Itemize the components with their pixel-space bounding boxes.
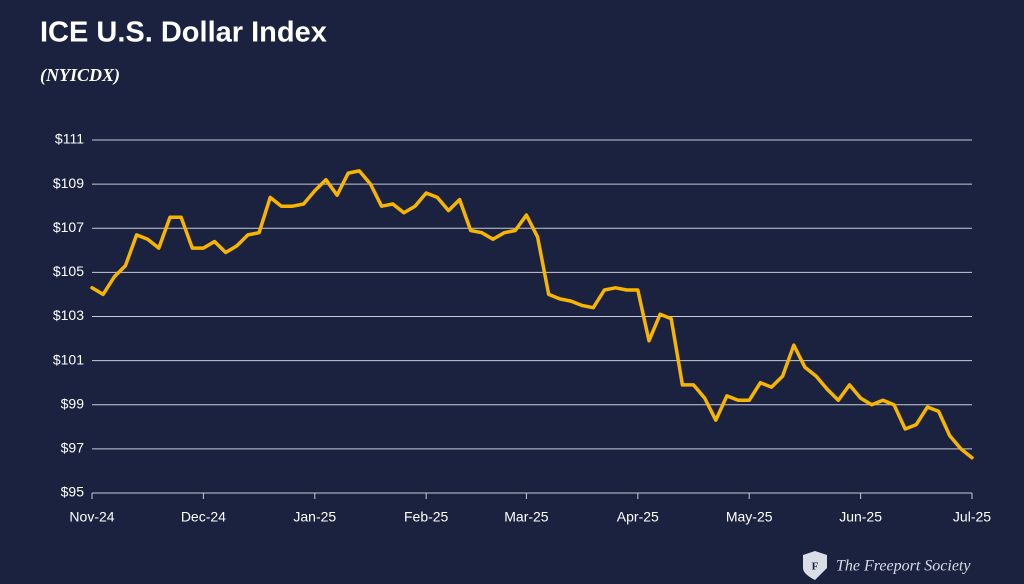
y-tick-label: $107: [53, 219, 84, 235]
x-tick-label: Mar-25: [504, 509, 549, 525]
x-tick-label: Dec-24: [181, 509, 226, 525]
footer: The Freeport Society: [836, 558, 971, 575]
y-tick-label: $111: [55, 131, 84, 147]
line: [90, 169, 974, 460]
x-tick-label: Apr-25: [617, 509, 659, 525]
svg-text:F: F: [812, 561, 819, 573]
y-tick-label: $95: [61, 484, 85, 500]
y-tick-label: $109: [53, 175, 84, 191]
footer-logo: F: [803, 551, 827, 580]
x-tick-label: Jun-25: [839, 509, 882, 525]
y-tick-label: $99: [61, 395, 85, 411]
x-tick-label: Jul-25: [953, 509, 991, 525]
x-tick-label: Nov-24: [69, 509, 114, 525]
y-tick-label: $97: [61, 440, 85, 456]
x-tick-label: May-25: [726, 509, 773, 525]
y-tick-label: $101: [53, 351, 84, 367]
y-tick-label: $105: [53, 263, 84, 279]
y-tick-label: $103: [53, 307, 84, 323]
x-tick-label: Jan-25: [293, 509, 336, 525]
x-tick-label: Feb-25: [404, 509, 449, 525]
chart-title: ICE U.S. Dollar Index: [40, 17, 327, 49]
chart-subtitle: (NYICDX): [40, 65, 120, 86]
